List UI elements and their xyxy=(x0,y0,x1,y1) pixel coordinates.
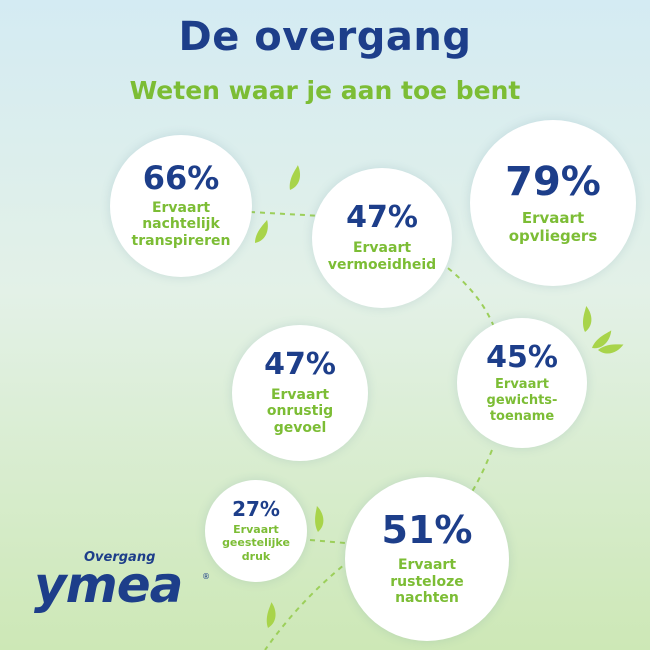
stat-bubble-rusteloze-nachten: 51% Ervaart rusteloze nachten xyxy=(345,477,509,641)
stat-bubble-geestelijke-druk: 27% Ervaart geestelijke druk xyxy=(205,480,307,582)
logo-subtitle: Overgang xyxy=(84,550,156,565)
stat-percent: 66% xyxy=(142,159,220,197)
stat-bubble-onrustig-gevoel: 47% Ervaart onrustig gevoel xyxy=(232,325,368,461)
stat-percent: 51% xyxy=(381,507,473,552)
leaf-icon xyxy=(583,305,592,332)
page-subtitle: Weten waar je aan toe bent xyxy=(129,76,521,105)
stat-percent: 47% xyxy=(264,347,336,383)
leaf-icon xyxy=(598,344,624,354)
stat-label: Ervaart nachtelijk transpireren xyxy=(131,199,231,250)
stat-label: Ervaart onrustig gevoel xyxy=(266,386,334,437)
stat-percent: 27% xyxy=(232,497,280,522)
stat-bubble-nachtelijk-transpireren: 66% Ervaart nachtelijk transpireren xyxy=(110,135,252,277)
stat-label: Ervaart opvliegers xyxy=(508,209,598,245)
connector-line xyxy=(249,211,323,217)
stat-bubble-vermoeidheid: 47% Ervaart vermoeidheid xyxy=(312,168,452,308)
stat-bubble-opvliegers: 79% Ervaart opvliegers xyxy=(470,120,636,286)
connector-line xyxy=(264,559,351,650)
page-title: De overgang xyxy=(178,14,472,60)
connector-line xyxy=(439,261,499,339)
stat-label: Ervaart rusteloze nachten xyxy=(390,556,464,607)
brand-logo: Overgang ymea ® xyxy=(34,550,214,620)
stat-label: Ervaart gewichts- toename xyxy=(486,377,558,424)
stat-percent: 79% xyxy=(505,159,601,205)
stat-percent: 47% xyxy=(346,200,418,236)
stat-label: Ervaart geestelijke druk xyxy=(222,523,290,563)
stat-percent: 45% xyxy=(486,339,558,375)
leaf-icon xyxy=(592,330,612,349)
leaf-icon xyxy=(315,505,324,532)
stat-bubble-gewichtstoename: 45% Ervaart gewichts- toename xyxy=(457,318,587,448)
leaf-icon xyxy=(266,602,276,628)
logo-wordmark: ymea xyxy=(34,556,183,614)
registered-mark: ® xyxy=(202,572,210,581)
stat-label: Ervaart vermoeidheid xyxy=(327,239,437,273)
leaf-icon xyxy=(289,165,301,190)
connector-line xyxy=(309,539,346,544)
leaf-icon xyxy=(255,219,268,243)
